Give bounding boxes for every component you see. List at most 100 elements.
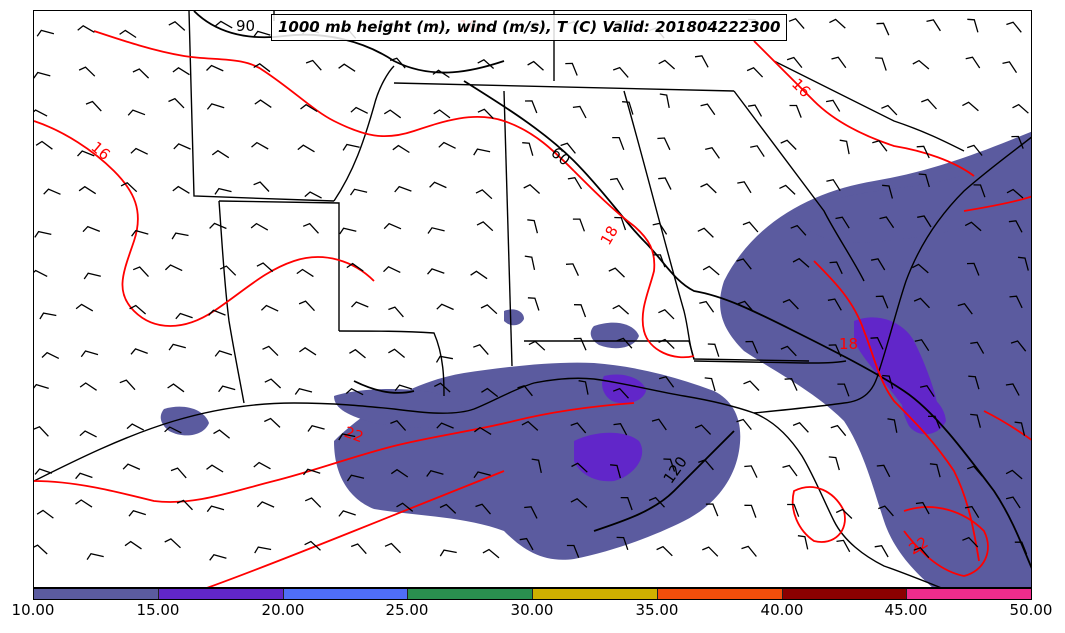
wind-barb <box>435 355 454 363</box>
wind-barb <box>254 546 272 554</box>
wind-barb <box>737 181 752 194</box>
wind-barb <box>881 104 898 116</box>
wind-barb <box>86 552 104 560</box>
wind-barb <box>929 463 941 478</box>
wind-barb <box>34 269 48 277</box>
colorbar-tick: 10.00 <box>11 601 55 619</box>
wind-barb <box>34 426 49 437</box>
wind-barb <box>879 216 895 229</box>
wind-barb <box>1005 469 1023 480</box>
wind-barb <box>297 144 315 153</box>
wind-barb <box>34 383 49 390</box>
wind-barb <box>78 185 97 195</box>
wind-barb <box>658 177 672 190</box>
wind-barb <box>612 136 625 151</box>
wind-barb <box>658 338 675 350</box>
wind-barb <box>966 144 983 156</box>
wind-barb <box>826 178 841 192</box>
wind-barb <box>790 224 807 236</box>
wind-barb <box>473 344 489 356</box>
wind-barb <box>34 544 48 555</box>
wind-barb <box>872 140 888 152</box>
wind-barb <box>962 536 979 548</box>
wind-barb <box>524 100 538 114</box>
wind-barb <box>967 18 979 33</box>
wind-barb <box>75 303 94 312</box>
wind-barb <box>392 144 410 154</box>
wind-barb <box>926 19 941 32</box>
temp-contour-16-north <box>93 30 575 172</box>
precip-east-north <box>794 173 969 243</box>
wind-barb <box>707 343 720 357</box>
wind-barb <box>779 184 796 195</box>
precip-small-nc <box>504 309 524 326</box>
wind-barb <box>173 143 191 150</box>
wind-barb <box>789 104 802 118</box>
wind-barb <box>439 549 457 557</box>
wind-barb <box>915 501 930 515</box>
wind-barb <box>75 472 93 480</box>
wind-barb <box>131 229 149 237</box>
wind-barb <box>913 547 930 559</box>
wind-barb <box>651 418 667 431</box>
colorbar-tick: 35.00 <box>635 601 679 619</box>
wind-barb <box>175 312 193 320</box>
wind-barb <box>470 270 488 280</box>
wind-barb <box>620 496 633 511</box>
wind-barb <box>744 465 758 478</box>
wind-barb <box>256 501 275 508</box>
wind-barb <box>970 341 985 354</box>
wind-barb <box>172 185 190 194</box>
wind-barb <box>612 66 629 78</box>
colorbar <box>33 588 1032 600</box>
wind-barb <box>432 69 450 79</box>
wind-barb <box>260 304 279 312</box>
wind-barb <box>130 147 148 155</box>
wind-barb <box>218 385 236 393</box>
temp-label-18: 18 <box>597 223 622 249</box>
colorbar-segment <box>533 589 658 599</box>
wind-barb <box>704 377 716 392</box>
wind-barb <box>560 142 576 154</box>
wind-barb <box>350 543 367 555</box>
wind-barb <box>1006 21 1022 33</box>
wind-barb <box>79 430 97 438</box>
border-al-fl <box>524 340 810 362</box>
wind-barb <box>1014 541 1028 555</box>
wind-barb <box>612 387 629 399</box>
wind-barb <box>780 345 797 357</box>
border-ok-ar <box>188 11 335 202</box>
wind-barb <box>736 258 752 270</box>
colorbar-segment <box>907 589 1031 599</box>
precip-heavy-shading <box>574 317 946 482</box>
temp-contour-east-band2 <box>983 410 1031 441</box>
wind-barb <box>80 350 99 358</box>
temp-label-18-east: 18 <box>839 335 858 353</box>
wind-barb <box>436 303 454 311</box>
wind-barb <box>914 339 930 352</box>
wind-barb <box>128 509 146 517</box>
wind-barb <box>531 458 542 474</box>
wind-barb <box>913 297 930 309</box>
wind-barb <box>77 150 95 157</box>
wind-barb <box>830 424 847 437</box>
wind-barb <box>911 263 929 274</box>
wind-barb <box>35 140 53 150</box>
wind-barb <box>782 464 798 477</box>
wind-barb <box>299 347 317 356</box>
wind-barb <box>383 109 402 119</box>
wind-barb <box>206 103 225 110</box>
wind-barb <box>657 137 671 151</box>
wind-barb <box>122 463 141 470</box>
wind-barb <box>876 22 890 36</box>
wind-barb <box>346 262 364 272</box>
wind-barb <box>473 148 491 156</box>
wind-barb <box>254 99 272 108</box>
wind-barb <box>578 380 589 395</box>
temp-contour-16-ne <box>753 40 975 177</box>
wind-barb <box>797 535 809 550</box>
wind-barb <box>390 468 409 478</box>
wind-barb <box>745 340 759 354</box>
wind-barb <box>876 464 891 478</box>
colorbar-segment <box>408 589 533 599</box>
